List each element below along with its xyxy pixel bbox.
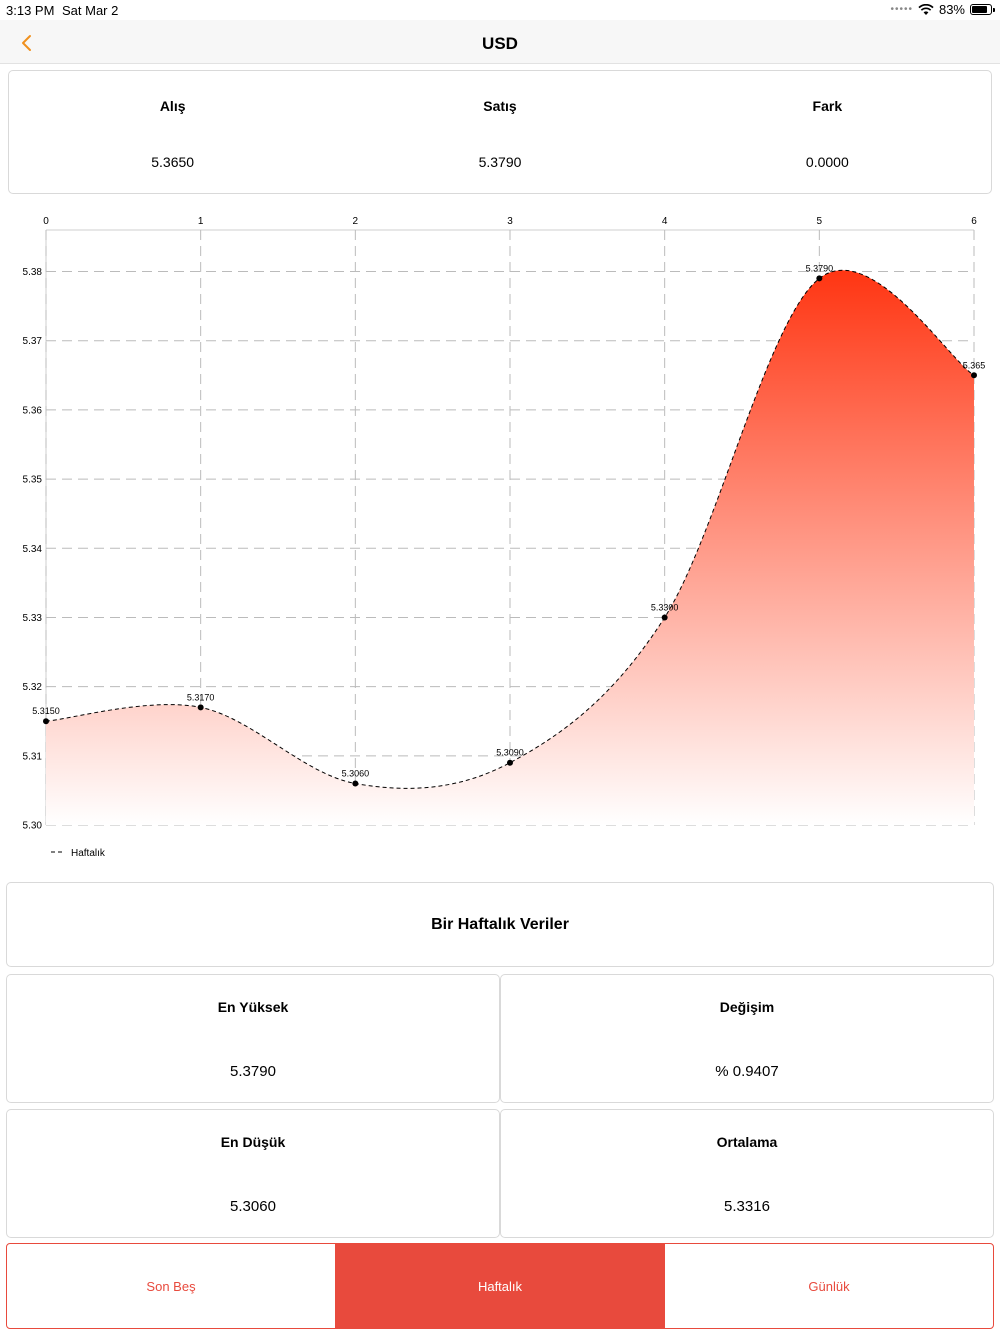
y-tick-label: 5.30: [23, 821, 43, 832]
page-title: USD: [482, 34, 518, 53]
y-tick-label: 5.31: [23, 751, 43, 762]
y-tick-label: 5.38: [23, 267, 43, 278]
area-fill: [46, 270, 974, 825]
difference-label: Fark: [812, 98, 843, 114]
stat-average: Ortalama 5.3316: [500, 1109, 994, 1238]
data-point: [43, 718, 49, 725]
status-time: 3:13 PM: [6, 3, 55, 18]
navigation-bar: USD: [0, 20, 1000, 64]
data-point: [507, 759, 513, 766]
x-tick-label: 1: [198, 216, 204, 227]
section-title: Bir Haftalık Veriler: [6, 882, 994, 967]
back-button[interactable]: [14, 30, 42, 56]
data-point: [816, 275, 823, 282]
buy-label: Alış: [159, 98, 186, 114]
average-label: Ortalama: [716, 1134, 778, 1150]
data-point: [352, 780, 359, 787]
sell-label: Satış: [483, 98, 517, 114]
x-tick-label: 5: [817, 216, 823, 227]
status-bar: 3:13 PM Sat Mar 2 ••••• 83%: [0, 0, 1000, 20]
tab-gunluk[interactable]: Günlük: [664, 1244, 993, 1328]
battery-percent: 83%: [938, 2, 965, 17]
data-point: [197, 704, 204, 711]
sell-value: 5.3790: [478, 154, 522, 170]
weekly-chart: 0 1 2 3 4 5 6 5.30 5.31 5.32 5.33 5.34 5.35 5.36 5.37 5…: [0, 205, 1000, 870]
chevron-left-icon: [22, 35, 31, 51]
chart-svg: 0 1 2 3 4 5 6 5.30 5.31 5.32 5.33 5.34 5.35 5.36 5.37 5…: [23, 216, 986, 859]
y-tick-label: 5.37: [23, 336, 43, 347]
x-tick-label: 2: [353, 216, 359, 227]
x-tick-label: 3: [507, 216, 513, 227]
change-label: Değişim: [719, 999, 775, 1015]
data-label: 5.3170: [187, 692, 215, 702]
y-tick-label: 5.33: [23, 613, 43, 624]
difference-rate: Fark 0.0000: [664, 71, 991, 193]
stat-lowest: En Düşük 5.3060: [6, 1109, 500, 1238]
y-tick-label: 5.32: [23, 682, 43, 693]
y-tick-label: 5.34: [23, 544, 43, 555]
data-label: 5.365: [963, 360, 986, 370]
highest-value: 5.3790: [230, 1063, 276, 1080]
y-tick-label: 5.36: [23, 405, 43, 416]
stat-highest: En Yüksek 5.3790: [6, 974, 500, 1103]
data-point: [661, 614, 668, 621]
y-tick-label: 5.35: [23, 475, 43, 486]
x-tick-label: 4: [662, 216, 668, 227]
stat-change: Değişim % 0.9407: [500, 974, 994, 1103]
highest-label: En Yüksek: [217, 999, 289, 1015]
data-label: 5.3060: [342, 768, 370, 778]
battery-icon: [970, 4, 995, 15]
difference-value: 0.0000: [805, 154, 849, 170]
period-tabs: Son Beş Haftalık Günlük: [6, 1243, 994, 1329]
rates-card: Alış 5.3650 Satış 5.3790 Fark 0.0000: [8, 70, 992, 194]
data-label: 5.3300: [651, 602, 679, 612]
lowest-value: 5.3060: [230, 1198, 276, 1215]
status-date: Sat Mar 2: [62, 3, 119, 18]
change-value: % 0.9407: [715, 1063, 779, 1080]
x-tick-label: 0: [43, 216, 49, 227]
data-label: 5.3090: [496, 748, 524, 758]
tab-haftalik[interactable]: Haftalık: [335, 1244, 664, 1328]
sell-rate: Satış 5.3790: [336, 71, 663, 193]
tab-son-bes[interactable]: Son Beş: [146, 1278, 196, 1294]
legend-label: Haftalık: [71, 848, 106, 859]
buy-rate: Alış 5.3650: [9, 71, 336, 193]
x-tick-label: 6: [971, 216, 977, 227]
average-value: 5.3316: [724, 1198, 770, 1215]
signal-dots-icon: •••••: [890, 4, 913, 15]
data-point: [971, 372, 977, 379]
buy-value: 5.3650: [151, 154, 195, 170]
data-label: 5.3790: [806, 263, 834, 273]
wifi-icon: [918, 3, 934, 15]
status-right: ••••• 83%: [890, 2, 995, 17]
lowest-label: En Düşük: [220, 1134, 286, 1150]
data-label: 5.3150: [32, 706, 60, 716]
